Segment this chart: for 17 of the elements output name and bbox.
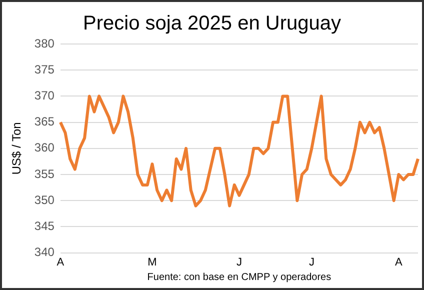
y-tick-label: 360 — [34, 140, 55, 155]
chart-title: Precio soja 2025 en Uruguay — [83, 12, 341, 35]
y-tick-label: 355 — [34, 166, 55, 181]
x-tick-label: A — [56, 256, 65, 268]
x-tick-label: A — [395, 256, 403, 268]
y-tick-label: 380 — [34, 36, 55, 50]
y-tick-label: 365 — [34, 114, 55, 129]
y-axis-title: US$ / Ton — [10, 122, 24, 175]
y-tick-label: 350 — [34, 192, 55, 207]
x-tick-label: M — [148, 256, 157, 268]
y-tick-label: 345 — [34, 219, 55, 234]
y-tick-label: 375 — [34, 62, 55, 76]
x-tick-label: J — [308, 256, 314, 268]
x-tick-label: J — [236, 256, 242, 268]
y-tick-label: 340 — [34, 245, 55, 260]
y-tick-label: 370 — [34, 88, 55, 103]
source-note: Fuente: con base en CMPP y operadores — [147, 272, 332, 283]
